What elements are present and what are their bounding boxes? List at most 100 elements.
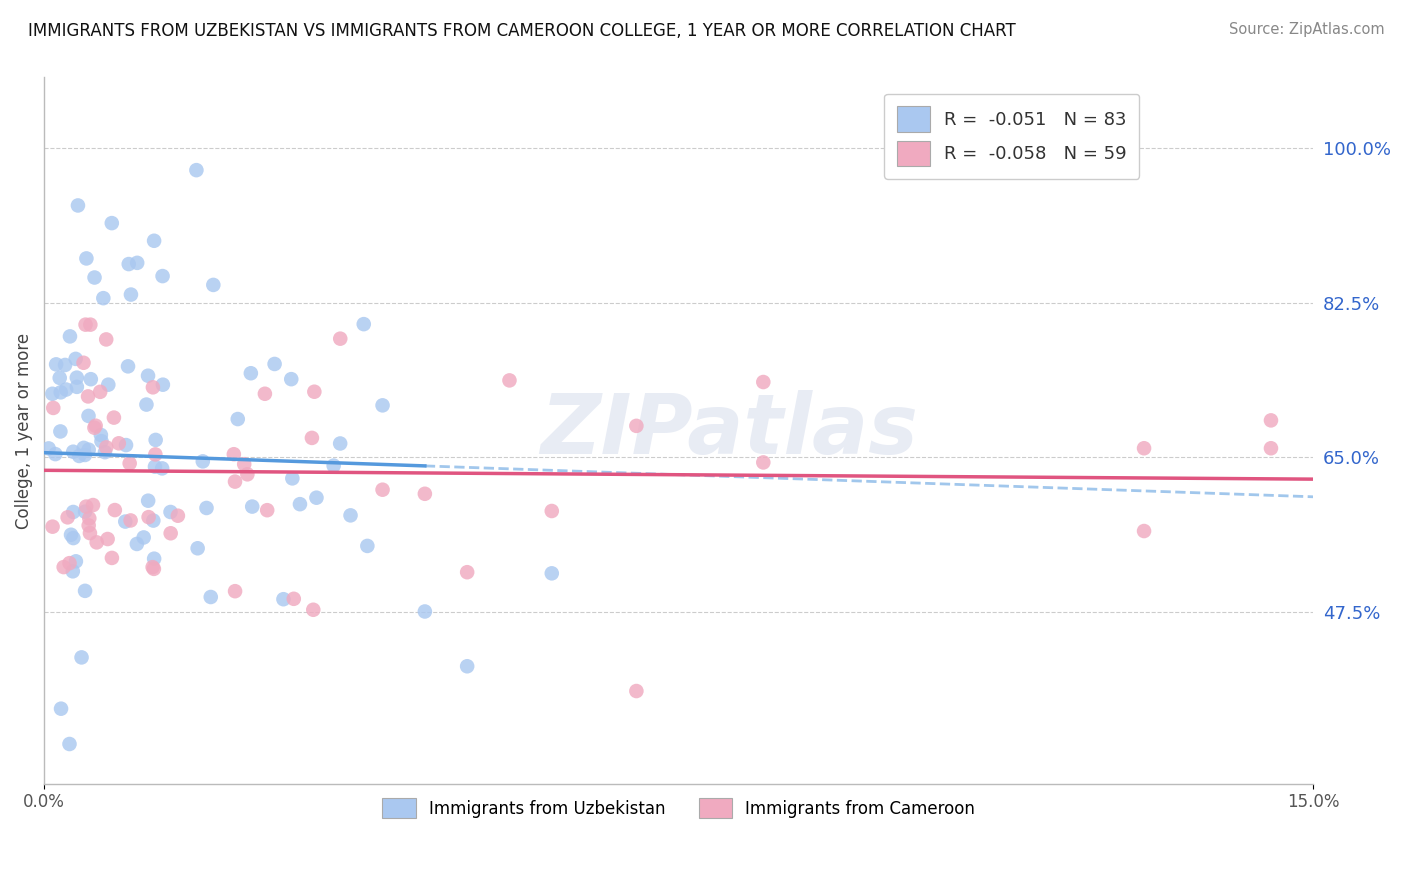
Point [143, 234, 166, 248]
Point [302, 603, 325, 617]
Point [91, 291, 114, 305]
Point [65, 351, 87, 366]
Point [49, 425, 72, 439]
Point [263, 357, 285, 371]
Point [143, 459, 166, 474]
Point [256, 503, 278, 517]
Point [353, 317, 375, 331]
Point [142, 562, 165, 576]
Point [118, 456, 141, 470]
Point [142, 514, 165, 528]
Point [75, 505, 97, 519]
Point [67, 449, 90, 463]
Point [77, 442, 100, 457]
Point [59, 329, 82, 343]
Point [540, 504, 562, 518]
Point [233, 457, 256, 471]
Point [135, 398, 157, 412]
Point [66, 370, 89, 384]
Point [65, 554, 87, 568]
Point [136, 368, 159, 383]
Point [53, 358, 76, 372]
Point [143, 447, 166, 461]
Point [56, 510, 79, 524]
Point [240, 500, 263, 514]
Point [75, 318, 97, 332]
Point [1260, 442, 1282, 456]
Point [413, 605, 436, 619]
Point [224, 475, 246, 489]
Point [80, 372, 103, 386]
Point [371, 398, 394, 412]
Point [626, 418, 648, 433]
Point [136, 493, 159, 508]
Point [239, 366, 262, 380]
Point [49, 701, 72, 715]
Point [152, 377, 174, 392]
Point [62, 531, 84, 545]
Point [752, 455, 775, 469]
Point [55, 383, 77, 397]
Point [84, 418, 107, 433]
Point [356, 539, 378, 553]
Point [236, 467, 259, 482]
Point [79, 511, 101, 525]
Point [305, 491, 328, 505]
Point [120, 287, 142, 301]
Point [75, 252, 97, 266]
Point [142, 560, 165, 574]
Point [97, 532, 120, 546]
Point [77, 409, 100, 423]
Point [301, 431, 323, 445]
Point [107, 436, 129, 450]
Point [79, 318, 101, 332]
Point [143, 551, 166, 566]
Point [339, 508, 361, 523]
Point [283, 591, 305, 606]
Point [44, 447, 66, 461]
Point [97, 377, 120, 392]
Point [77, 389, 100, 403]
Point [58, 737, 80, 751]
Point [1260, 413, 1282, 427]
Point [83, 270, 105, 285]
Point [101, 550, 124, 565]
Point [90, 434, 112, 449]
Point [159, 505, 181, 519]
Point [187, 541, 209, 556]
Point [304, 384, 326, 399]
Point [66, 380, 89, 394]
Point [96, 441, 118, 455]
Point [60, 527, 83, 541]
Point [96, 333, 118, 347]
Point [117, 359, 139, 374]
Point [152, 269, 174, 284]
Point [73, 441, 96, 455]
Point [62, 564, 84, 578]
Point [186, 163, 208, 178]
Point [66, 198, 89, 212]
Point [150, 461, 173, 475]
Point [456, 659, 478, 673]
Point [280, 372, 302, 386]
Y-axis label: College, 1 year or more: College, 1 year or more [15, 333, 32, 529]
Point [273, 592, 295, 607]
Point [104, 503, 127, 517]
Point [62, 505, 84, 519]
Point [202, 277, 225, 292]
Point [75, 500, 97, 514]
Point [86, 535, 108, 549]
Point [540, 566, 562, 581]
Point [288, 497, 311, 511]
Point [752, 375, 775, 389]
Point [142, 380, 165, 394]
Point [226, 412, 249, 426]
Point [191, 454, 214, 468]
Point [49, 385, 72, 400]
Point [42, 401, 65, 415]
Point [118, 257, 141, 271]
Point [1133, 442, 1156, 456]
Point [200, 590, 222, 604]
Point [159, 526, 181, 541]
Point [120, 513, 142, 527]
